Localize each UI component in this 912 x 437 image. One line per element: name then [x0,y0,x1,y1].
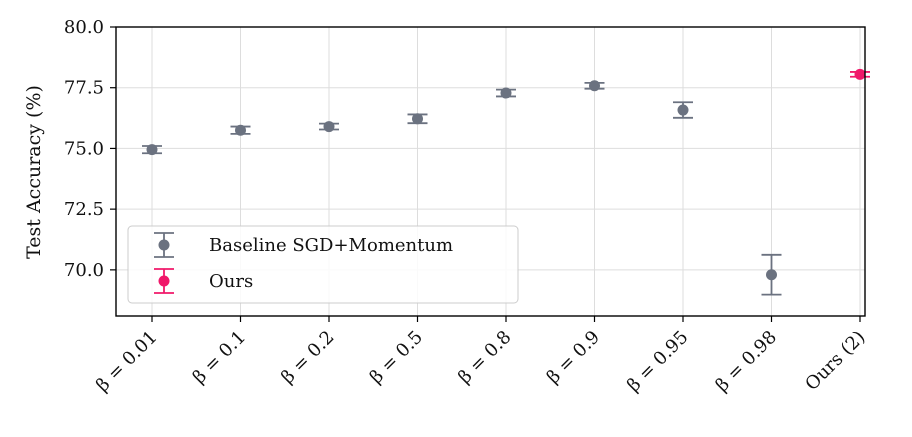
data-point [854,68,866,80]
series-layer [142,68,870,296]
legend-label: Baseline SGD+Momentum [209,235,453,256]
data-point [500,87,512,99]
data-point-group [673,101,693,119]
y-tick-label: 72.5 [64,199,104,220]
legend: Baseline SGD+Momentum Ours [127,225,519,304]
y-axis: 70.0 72.5 75.0 77.5 80.0 [64,17,116,281]
y-tick-label: 77.5 [64,78,104,99]
data-point [235,124,246,136]
data-point-group [584,80,605,92]
legend-marker [158,275,170,287]
data-point [146,144,158,156]
y-tick-label: 80.0 [64,17,104,38]
plot-frame [115,26,866,317]
data-point [766,269,777,281]
data-point-group [496,87,516,99]
data-point [323,121,335,133]
data-point [589,80,600,92]
data-point [412,113,423,125]
data-point-group [142,144,162,156]
y-tick-label: 70.0 [64,260,104,281]
legend-box [127,225,519,304]
legend-item: Baseline SGD+Momentum [154,232,453,258]
data-point-group [761,253,782,296]
data-point [677,104,689,116]
legend-label: Ours [209,271,253,292]
data-point-group [319,121,339,133]
legend-item: Ours [154,268,253,294]
y-tick-label: 75.0 [64,138,104,159]
data-point-group [850,68,870,80]
y-axis-label: Test Accuracy (%) [23,85,45,259]
data-point-group [230,124,251,136]
data-point-group [407,113,428,125]
legend-marker [158,239,170,251]
